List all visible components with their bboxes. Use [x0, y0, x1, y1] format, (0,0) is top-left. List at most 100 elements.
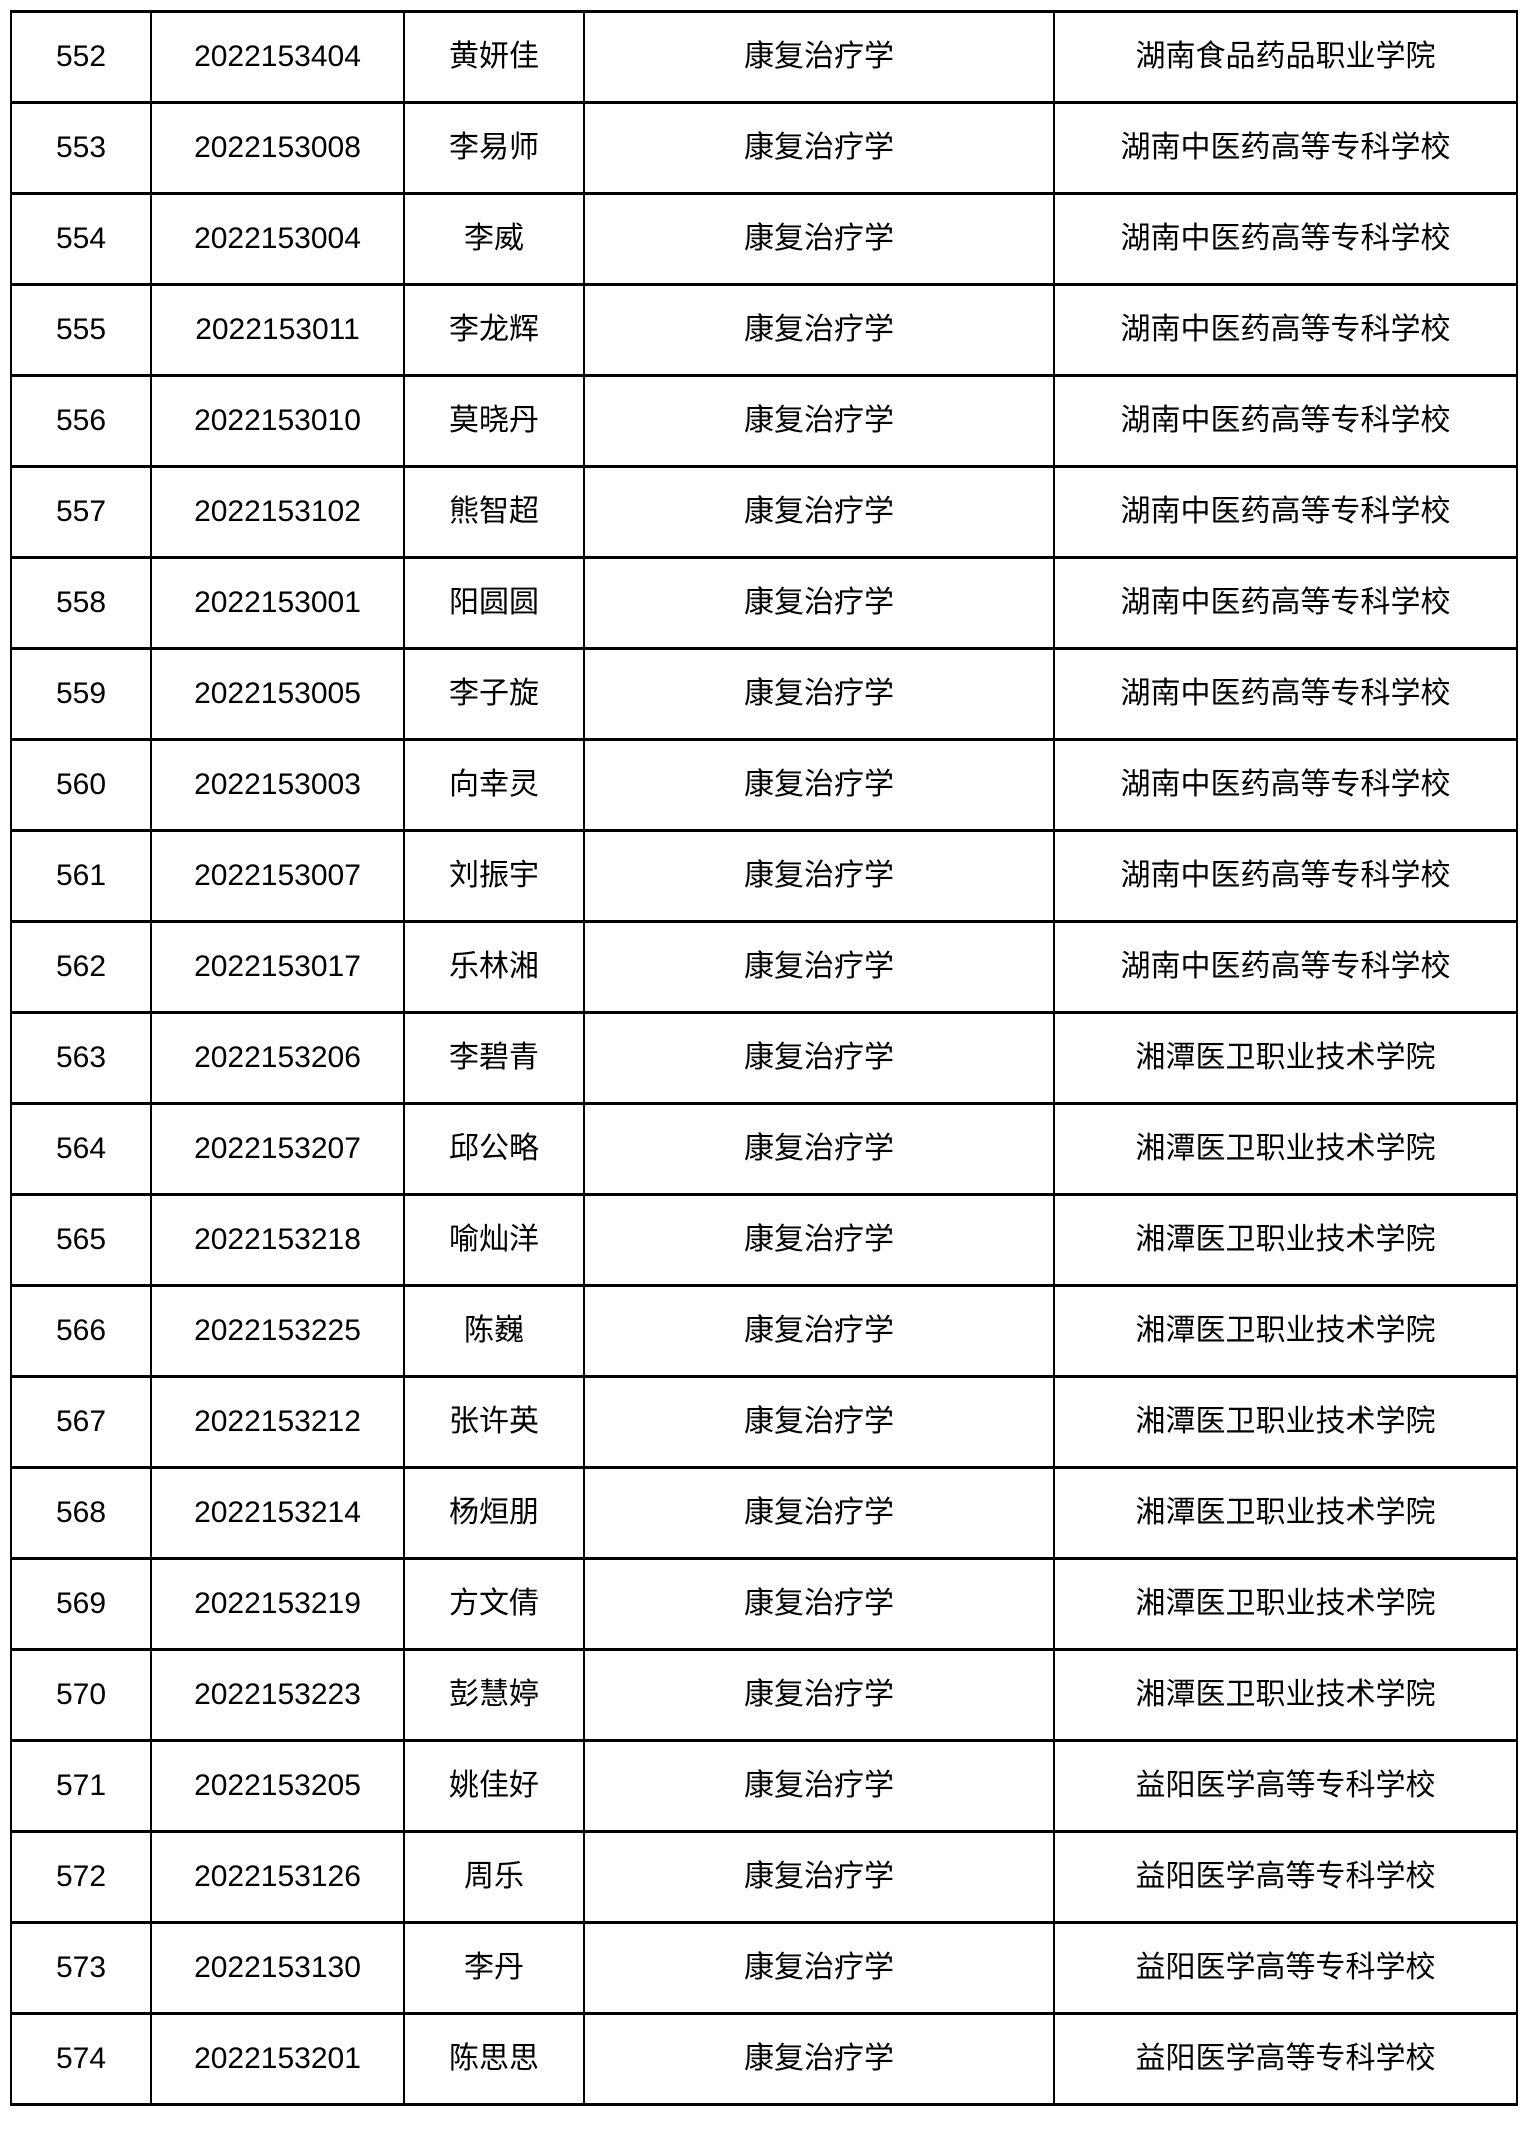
- admission-roster-body: 552 2022153404 黄妍佳 康复治疗学 湖南食品药品职业学院 553 202215…: [10, 10, 1518, 2106]
- student-name-cell: 阳圆圆: [403, 556, 585, 650]
- candidate-id-cell: 2022153008: [150, 101, 405, 195]
- student-name-cell: 向幸灵: [403, 738, 585, 832]
- student-name-cell: 熊智超: [403, 465, 585, 559]
- row-number-cell: 565: [10, 1193, 152, 1287]
- major-cell: 康复治疗学: [583, 1102, 1055, 1196]
- student-name-cell: 李子旋: [403, 647, 585, 741]
- school-cell: 湘潭医卫职业技术学院: [1053, 1557, 1518, 1651]
- school-cell: 湘潭医卫职业技术学院: [1053, 1102, 1518, 1196]
- student-name-cell: 李龙辉: [403, 283, 585, 377]
- school-cell: 湘潭医卫职业技术学院: [1053, 1466, 1518, 1560]
- major-cell: 康复治疗学: [583, 1648, 1055, 1742]
- row-number-cell: 553: [10, 101, 152, 195]
- row-number-cell: 556: [10, 374, 152, 468]
- student-name-cell: 喻灿洋: [403, 1193, 585, 1287]
- admission-roster-table: 552 2022153404 黄妍佳 康复治疗学 湖南食品药品职业学院 553 202215…: [10, 10, 1518, 2106]
- student-name-cell: 李碧青: [403, 1011, 585, 1105]
- row-number-cell: 573: [10, 1921, 152, 2015]
- major-cell: 康复治疗学: [583, 738, 1055, 832]
- table-row: 558 2022153001 阳圆圆 康复治疗学 湖南中医药高等专科学校: [10, 556, 1518, 650]
- table-row: 572 2022153126 周乐 康复治疗学 益阳医学高等专科学校: [10, 1830, 1518, 1924]
- student-name-cell: 周乐: [403, 1830, 585, 1924]
- school-cell: 湘潭医卫职业技术学院: [1053, 1284, 1518, 1378]
- major-cell: 康复治疗学: [583, 920, 1055, 1014]
- major-cell: 康复治疗学: [583, 192, 1055, 286]
- candidate-id-cell: 2022153011: [150, 283, 405, 377]
- table-row: 574 2022153201 陈思思 康复治疗学 益阳医学高等专科学校: [10, 2012, 1518, 2106]
- table-row: 553 2022153008 李易师 康复治疗学 湖南中医药高等专科学校: [10, 101, 1518, 195]
- school-cell: 湖南中医药高等专科学校: [1053, 556, 1518, 650]
- school-cell: 湘潭医卫职业技术学院: [1053, 1011, 1518, 1105]
- table-row: 563 2022153206 李碧青 康复治疗学 湘潭医卫职业技术学院: [10, 1011, 1518, 1105]
- school-cell: 益阳医学高等专科学校: [1053, 1739, 1518, 1833]
- major-cell: 康复治疗学: [583, 556, 1055, 650]
- row-number-cell: 563: [10, 1011, 152, 1105]
- candidate-id-cell: 2022153404: [150, 10, 405, 104]
- table-row: 556 2022153010 莫晓丹 康复治疗学 湖南中医药高等专科学校: [10, 374, 1518, 468]
- candidate-id-cell: 2022153130: [150, 1921, 405, 2015]
- school-cell: 湖南中医药高等专科学校: [1053, 738, 1518, 832]
- candidate-id-cell: 2022153004: [150, 192, 405, 286]
- row-number-cell: 570: [10, 1648, 152, 1742]
- major-cell: 康复治疗学: [583, 1830, 1055, 1924]
- row-number-cell: 561: [10, 829, 152, 923]
- candidate-id-cell: 2022153205: [150, 1739, 405, 1833]
- major-cell: 康复治疗学: [583, 283, 1055, 377]
- student-name-cell: 李丹: [403, 1921, 585, 2015]
- student-name-cell: 莫晓丹: [403, 374, 585, 468]
- candidate-id-cell: 2022153001: [150, 556, 405, 650]
- school-cell: 湖南中医药高等专科学校: [1053, 192, 1518, 286]
- school-cell: 湖南中医药高等专科学校: [1053, 101, 1518, 195]
- student-name-cell: 乐林湘: [403, 920, 585, 1014]
- candidate-id-cell: 2022153225: [150, 1284, 405, 1378]
- row-number-cell: 562: [10, 920, 152, 1014]
- row-number-cell: 560: [10, 738, 152, 832]
- school-cell: 湖南中医药高等专科学校: [1053, 374, 1518, 468]
- table-row: 561 2022153007 刘振宇 康复治疗学 湖南中医药高等专科学校: [10, 829, 1518, 923]
- major-cell: 康复治疗学: [583, 1557, 1055, 1651]
- major-cell: 康复治疗学: [583, 1375, 1055, 1469]
- table-row: 573 2022153130 李丹 康复治疗学 益阳医学高等专科学校: [10, 1921, 1518, 2015]
- school-cell: 湖南中医药高等专科学校: [1053, 283, 1518, 377]
- candidate-id-cell: 2022153005: [150, 647, 405, 741]
- student-name-cell: 方文倩: [403, 1557, 585, 1651]
- table-row: 570 2022153223 彭慧婷 康复治疗学 湘潭医卫职业技术学院: [10, 1648, 1518, 1742]
- candidate-id-cell: 2022153126: [150, 1830, 405, 1924]
- table-row: 567 2022153212 张许英 康复治疗学 湘潭医卫职业技术学院: [10, 1375, 1518, 1469]
- school-cell: 湘潭医卫职业技术学院: [1053, 1648, 1518, 1742]
- row-number-cell: 572: [10, 1830, 152, 1924]
- candidate-id-cell: 2022153003: [150, 738, 405, 832]
- school-cell: 益阳医学高等专科学校: [1053, 2012, 1518, 2106]
- candidate-id-cell: 2022153219: [150, 1557, 405, 1651]
- candidate-id-cell: 2022153102: [150, 465, 405, 559]
- row-number-cell: 574: [10, 2012, 152, 2106]
- table-row: 566 2022153225 陈巍 康复治疗学 湘潭医卫职业技术学院: [10, 1284, 1518, 1378]
- major-cell: 康复治疗学: [583, 1466, 1055, 1560]
- row-number-cell: 566: [10, 1284, 152, 1378]
- row-number-cell: 564: [10, 1102, 152, 1196]
- school-cell: 湘潭医卫职业技术学院: [1053, 1375, 1518, 1469]
- major-cell: 康复治疗学: [583, 1284, 1055, 1378]
- row-number-cell: 552: [10, 10, 152, 104]
- candidate-id-cell: 2022153201: [150, 2012, 405, 2106]
- table-row: 554 2022153004 李威 康复治疗学 湖南中医药高等专科学校: [10, 192, 1518, 286]
- table-row: 562 2022153017 乐林湘 康复治疗学 湖南中医药高等专科学校: [10, 920, 1518, 1014]
- student-name-cell: 彭慧婷: [403, 1648, 585, 1742]
- major-cell: 康复治疗学: [583, 1011, 1055, 1105]
- table-row: 569 2022153219 方文倩 康复治疗学 湘潭医卫职业技术学院: [10, 1557, 1518, 1651]
- table-row: 555 2022153011 李龙辉 康复治疗学 湖南中医药高等专科学校: [10, 283, 1518, 377]
- student-name-cell: 刘振宇: [403, 829, 585, 923]
- candidate-id-cell: 2022153007: [150, 829, 405, 923]
- major-cell: 康复治疗学: [583, 1921, 1055, 2015]
- row-number-cell: 558: [10, 556, 152, 650]
- student-name-cell: 陈巍: [403, 1284, 585, 1378]
- school-cell: 湖南中医药高等专科学校: [1053, 829, 1518, 923]
- major-cell: 康复治疗学: [583, 1193, 1055, 1287]
- candidate-id-cell: 2022153206: [150, 1011, 405, 1105]
- major-cell: 康复治疗学: [583, 101, 1055, 195]
- student-name-cell: 邱公略: [403, 1102, 585, 1196]
- student-name-cell: 李易师: [403, 101, 585, 195]
- table-row: 568 2022153214 杨烜朋 康复治疗学 湘潭医卫职业技术学院: [10, 1466, 1518, 1560]
- table-row: 565 2022153218 喻灿洋 康复治疗学 湘潭医卫职业技术学院: [10, 1193, 1518, 1287]
